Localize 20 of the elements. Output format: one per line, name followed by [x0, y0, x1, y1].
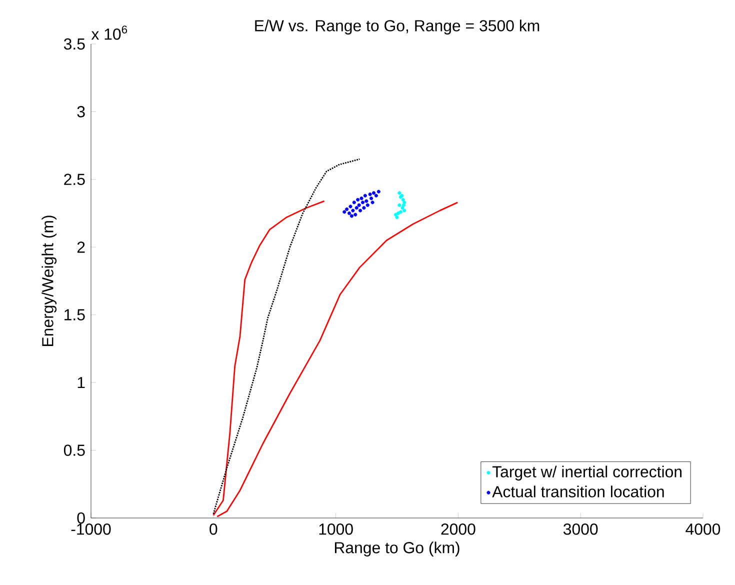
- y-tick-label: 3.5: [64, 38, 85, 50]
- y-axis-title: Energy/Weight (m): [42, 216, 57, 346]
- text: x 10$^{6}$: [91, 26, 128, 40]
- x-tick-label: 3000: [563, 524, 598, 535]
- y-tick-label: 0: [77, 512, 85, 524]
- x-tick-label: 2000: [441, 524, 476, 535]
- x-tick-label: 4000: [686, 524, 720, 535]
- x-tick-label: 1000: [319, 524, 353, 535]
- y-tick-label: 2.5: [64, 174, 85, 186]
- legend-label: Target w/ inertial correction: [492, 466, 682, 481]
- x-axis-title: Range to Go (km): [334, 542, 460, 556]
- y-tick-label: 2: [77, 242, 85, 253]
- y-tick-label: 3: [77, 106, 85, 118]
- x-tick-label: -1000: [71, 524, 111, 535]
- chart-title: E/W vs. Range to Go, Range = 3500 km: [255, 20, 540, 34]
- y-tick-label: 1.5: [64, 309, 85, 320]
- legend-label: Actual transition location: [492, 486, 664, 498]
- x-tick-label: 0: [210, 524, 218, 535]
- y-tick-label: 1: [78, 377, 85, 388]
- y-tick-label: 0.5: [64, 444, 85, 456]
